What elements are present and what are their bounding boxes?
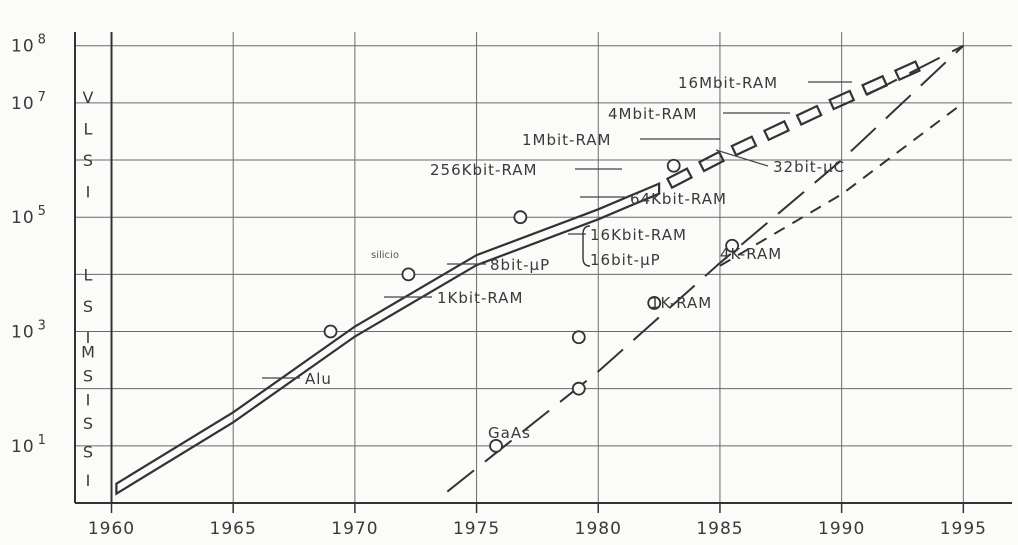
y-tick-label: 10 1 bbox=[11, 433, 47, 457]
annotation-label: 4K-RAM bbox=[720, 245, 782, 263]
x-tick-label: 1975 bbox=[453, 519, 500, 539]
annotation-label: 16Kbit-RAM bbox=[590, 226, 687, 244]
integration-band-letter: S bbox=[83, 443, 93, 462]
projection-dash-segment bbox=[762, 119, 791, 142]
projection-dash-segment bbox=[795, 104, 823, 126]
axes bbox=[74, 32, 1012, 513]
x-tick-label: 1970 bbox=[331, 519, 378, 539]
annotation-leader-line bbox=[715, 149, 769, 167]
integration-band-letter: S bbox=[83, 151, 93, 170]
integration-band-letter: S bbox=[83, 414, 93, 433]
projection-dash-segment bbox=[665, 167, 694, 190]
integration-band-letter: M bbox=[81, 343, 95, 362]
projection-lead-line bbox=[866, 44, 964, 96]
markers bbox=[323, 158, 740, 453]
integration-band-letter: L bbox=[84, 120, 93, 139]
integration-band-letter: V bbox=[83, 88, 94, 107]
annotation-label: 64Kbit-RAM bbox=[630, 190, 727, 208]
data-point-circle bbox=[513, 210, 528, 225]
y-tick-label: 10 3 bbox=[11, 319, 47, 343]
x-tick-label: 1990 bbox=[818, 519, 865, 539]
data-point-circle bbox=[666, 158, 681, 173]
annotation-label: 4Mbit-RAM bbox=[608, 105, 698, 123]
integration-band-letter: I bbox=[86, 328, 91, 347]
integration-band-letter: I bbox=[86, 391, 91, 410]
data-point-circle bbox=[489, 438, 503, 453]
x-tick-label: 1960 bbox=[88, 519, 135, 539]
y-tick-label: 10 5 bbox=[11, 204, 47, 228]
annotation-label: 16Mbit-RAM bbox=[678, 74, 778, 92]
annotation-label: 1K-RAM bbox=[650, 294, 712, 312]
y-tick-label: 10 7 bbox=[11, 90, 47, 114]
data-point-circle bbox=[401, 267, 416, 282]
annotation-label: GaAs bbox=[488, 424, 531, 442]
annotation-label: 32bit-µC bbox=[773, 158, 845, 176]
x-tick-label: 1980 bbox=[575, 519, 622, 539]
data-point-circle bbox=[323, 324, 338, 339]
integration-band-letter: L bbox=[84, 265, 93, 284]
data-point-circle bbox=[725, 238, 740, 253]
data-point-circle bbox=[571, 381, 586, 396]
integration-band-letter: S bbox=[83, 367, 93, 386]
gaas-trend-line bbox=[446, 44, 965, 493]
annotation-bracket bbox=[582, 225, 591, 267]
annotation-label: 16bit-µP bbox=[590, 251, 661, 269]
annotation-leaders bbox=[262, 81, 852, 379]
grid bbox=[75, 32, 1012, 503]
y-tick-label: 10 8 bbox=[11, 33, 47, 57]
annotation-label: Alu bbox=[305, 370, 332, 388]
x-tick-label: 1995 bbox=[940, 519, 987, 539]
projection-dash-segment bbox=[697, 150, 726, 173]
series bbox=[115, 44, 965, 496]
projection-dash-segment bbox=[893, 60, 921, 82]
integration-band-letter: I bbox=[86, 182, 91, 201]
data-point-circle bbox=[571, 330, 586, 345]
annotation-label: 1Kbit-RAM bbox=[437, 289, 523, 307]
projection-dash-segment bbox=[730, 135, 758, 157]
integration-band-letter: S bbox=[83, 297, 93, 316]
x-tick-label: 1965 bbox=[210, 519, 257, 539]
annotation-label: silicio bbox=[371, 250, 399, 261]
projection-dash-segment bbox=[828, 89, 856, 111]
data-point-circle bbox=[647, 296, 662, 310]
annotation-label: 8bit-µP bbox=[490, 256, 550, 274]
annotation-label: 1Mbit-RAM bbox=[522, 131, 612, 149]
short-dash-trend-line bbox=[719, 102, 964, 267]
x-tick-label: 1985 bbox=[696, 519, 743, 539]
integration-band-letter: I bbox=[86, 471, 91, 490]
silicon-trend-band bbox=[115, 181, 661, 496]
annotation-label: 256Kbit-RAM bbox=[430, 161, 537, 179]
